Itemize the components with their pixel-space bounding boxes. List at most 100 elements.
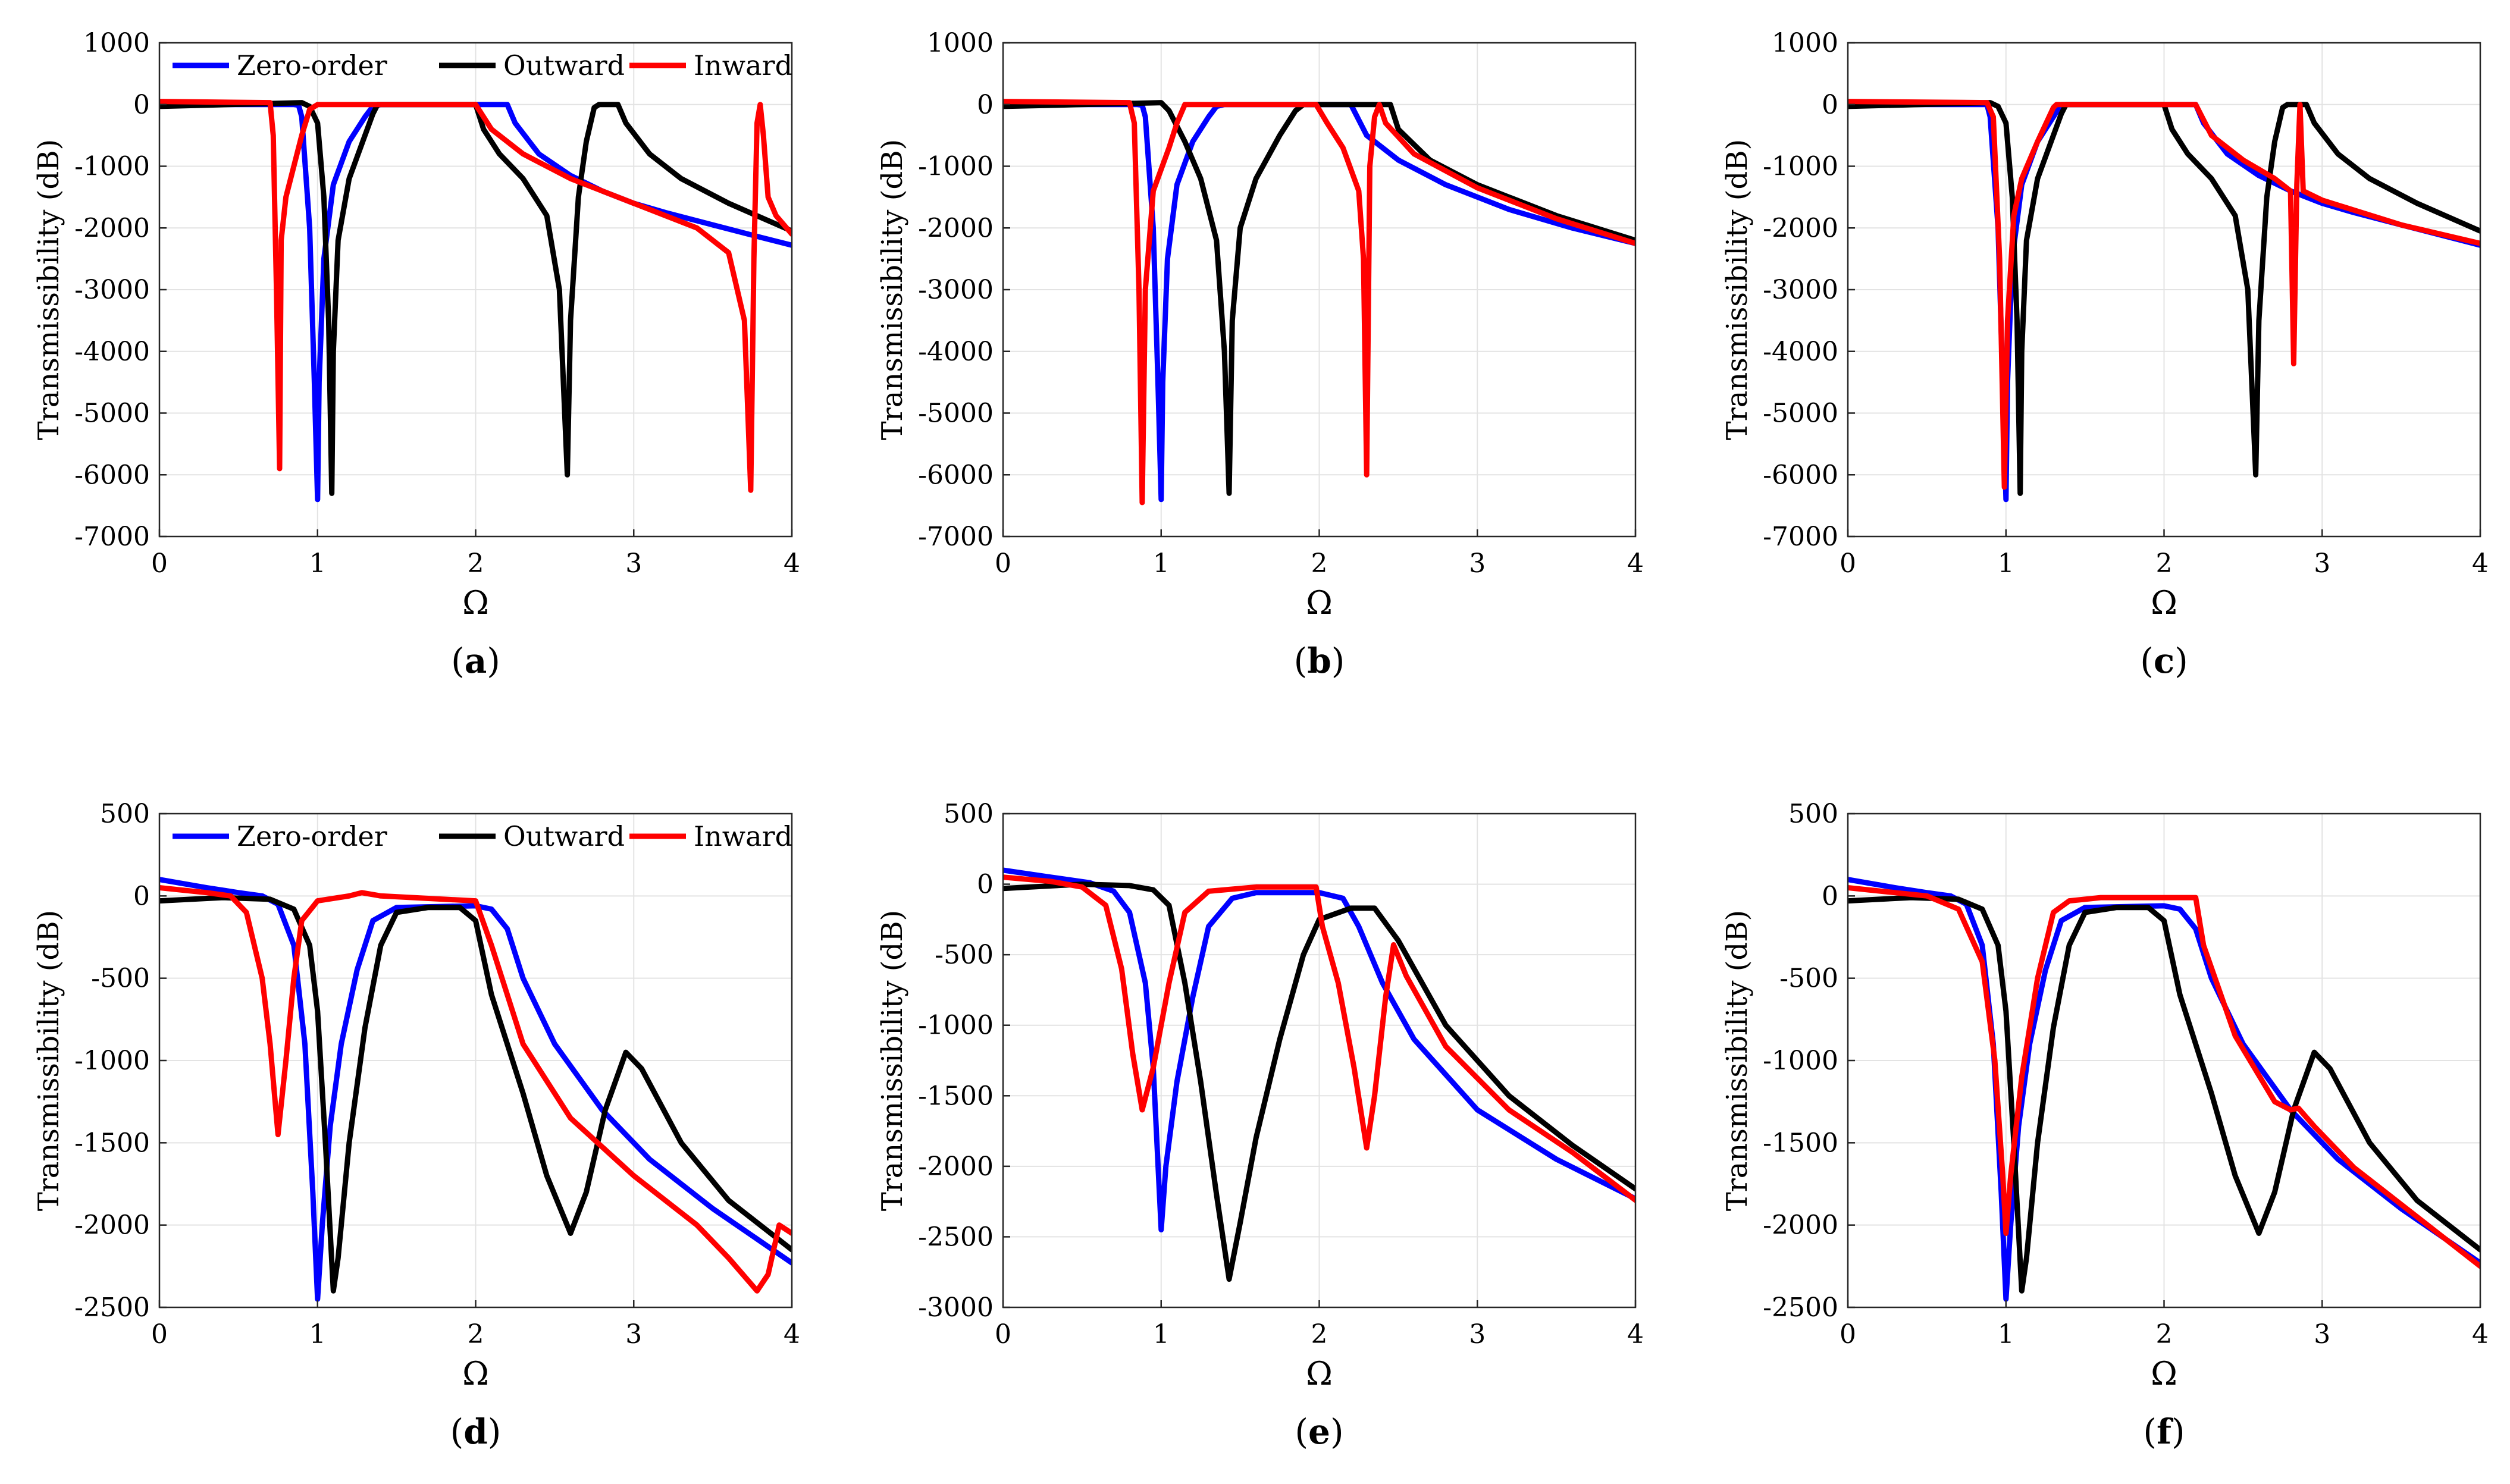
caption-letter: a [464,641,487,681]
y-axis-label: Transmissibility (dB) [876,139,909,441]
x-tick-label: 3 [2314,548,2330,579]
y-tick-label: -1500 [74,1128,150,1158]
y-tick-label: 500 [944,799,994,829]
x-axis-label: Ω [462,584,489,622]
y-tick-label: 1000 [927,28,994,58]
x-tick-label: 1 [1153,1319,1170,1350]
y-tick-label: 1000 [1772,28,1838,58]
caption-open-paren: ( [2143,1411,2157,1452]
y-tick-label: -4000 [74,337,150,367]
y-tick-label: -1000 [1763,1046,1838,1076]
panel-caption: (d) [357,1411,595,1452]
y-tick-label: -6000 [74,460,150,490]
y-tick-label: -7000 [74,522,150,552]
series-line-zero-order [1003,102,1635,503]
y-tick-label: -4000 [918,337,994,367]
caption-letter: f [2157,1411,2171,1452]
legend-label: Outward [503,820,625,852]
x-tick-label: 3 [2314,1319,2330,1350]
x-tick-label: 3 [1469,1319,1486,1350]
caption-letter: d [463,1411,488,1452]
series-line-inward [159,99,792,493]
x-tick-label: 4 [1627,548,1644,579]
y-tick-label: -2500 [1763,1292,1838,1323]
y-tick-label: -1000 [74,1046,150,1076]
caption-open-paren: ( [450,1411,464,1452]
x-tick-label: 3 [1469,548,1486,579]
x-tick-label: 0 [1840,1319,1856,1350]
panel-caption: (f) [2045,1411,2283,1452]
y-tick-label: -1000 [918,152,994,182]
y-tick-label: 1000 [83,28,150,58]
x-tick-label: 4 [1627,1319,1644,1350]
x-axis-label: Ω [1306,584,1333,622]
y-tick-label: -7000 [1763,522,1838,552]
y-axis-label: Transmissibility (dB) [1721,910,1754,1212]
series-line-inward [159,885,792,1294]
x-tick-label: 4 [784,1319,800,1350]
y-tick-label: -1500 [1763,1128,1838,1158]
caption-letter: b [1307,641,1331,681]
x-tick-label: 3 [625,1319,642,1350]
y-tick-label: -2500 [74,1292,150,1323]
y-tick-label: -7000 [918,522,994,552]
y-tick-label: 500 [1788,799,1838,829]
y-tick-label: 0 [133,881,150,911]
y-tick-label: -5000 [918,399,994,429]
legend-label: Outward [503,49,625,81]
series-line-inward [1003,874,1635,1203]
caption-letter: c [2153,641,2175,681]
y-tick-label: -1000 [918,1011,994,1041]
x-tick-label: 0 [1840,548,1856,579]
y-tick-label: -500 [1779,964,1838,994]
y-tick-label: -2000 [1763,1210,1838,1241]
y-tick-label: -3000 [918,1292,994,1323]
legend-label: Inward [694,820,792,852]
y-tick-label: -1000 [1763,152,1838,182]
y-tick-label: -2000 [1763,213,1838,243]
caption-close-paren: ) [1330,1411,1344,1452]
x-tick-label: 2 [468,1319,484,1350]
y-tick-label: 0 [977,870,994,900]
x-tick-label: 1 [1153,548,1170,579]
x-tick-label: 3 [625,548,642,579]
x-tick-label: 1 [309,548,326,579]
series-line-outward [159,100,792,496]
x-axis-label: Ω [2151,1355,2177,1392]
x-tick-label: 0 [151,1319,168,1350]
y-tick-label: 0 [1822,881,1838,911]
caption-close-paren: ) [2171,1411,2185,1452]
y-tick-label: -5000 [1763,399,1838,429]
x-tick-label: 2 [2156,1319,2173,1350]
y-axis-label: Transmissibility (dB) [1721,139,1754,441]
y-tick-label: -500 [91,964,150,994]
x-tick-label: 1 [1998,548,2014,579]
x-tick-label: 2 [1311,548,1328,579]
caption-open-paren: ( [1295,1411,1309,1452]
y-tick-label: 0 [977,90,994,120]
x-tick-label: 2 [468,548,484,579]
series-line-outward [159,895,792,1294]
x-tick-label: 4 [784,548,800,579]
y-tick-label: 0 [133,90,150,120]
y-tick-label: -2000 [74,213,150,243]
legend-label: Zero-order [237,49,387,81]
caption-open-paren: ( [451,641,465,681]
x-tick-label: 1 [1998,1319,2014,1350]
y-axis-label: Transmissibility (dB) [32,910,65,1212]
y-tick-label: -4000 [1763,337,1838,367]
series-line-outward [1848,895,2480,1294]
x-axis-label: Ω [2151,584,2177,622]
caption-close-paren: ) [487,641,500,681]
x-tick-label: 0 [995,548,1011,579]
series-line-inward [1848,885,2480,1269]
caption-letter: e [1308,1411,1330,1452]
legend-label: Inward [694,49,792,81]
y-tick-label: -2500 [918,1222,994,1252]
y-tick-label: -2000 [74,1210,150,1241]
